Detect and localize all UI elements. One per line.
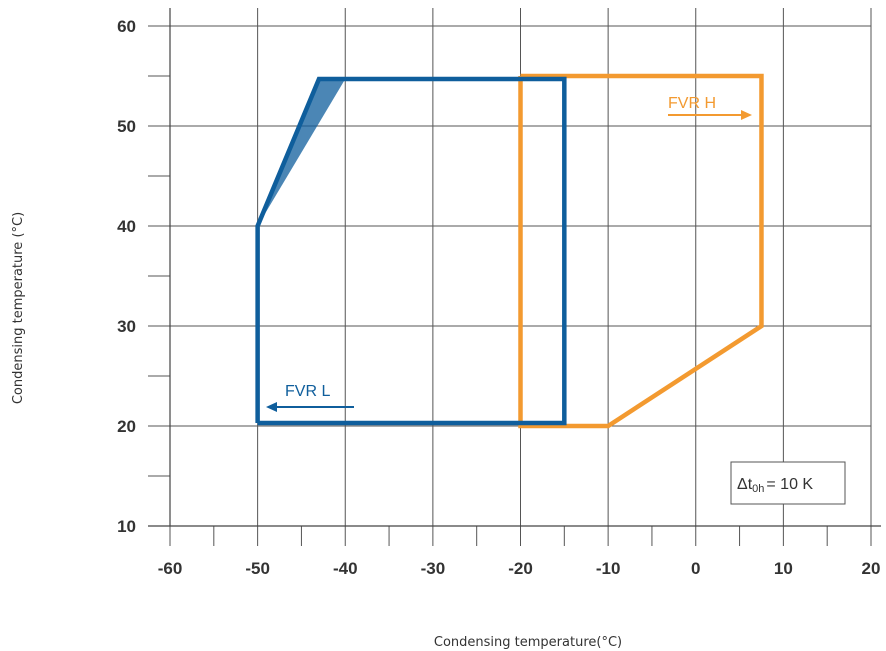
y-tick-label: 60 (117, 17, 136, 36)
series-fvr-h-envelope (518, 73, 764, 429)
x-tick-label: 0 (691, 559, 700, 578)
y-axis-title: Condensing temperature (°C) (11, 212, 26, 404)
x-tick-label: 10 (774, 559, 793, 578)
y-tick-label: 30 (117, 317, 136, 336)
fvr-l-arrow-head (266, 402, 277, 412)
x-tick-label: -20 (508, 559, 533, 578)
x-tick-label: -30 (421, 559, 446, 578)
x-tick-label: -50 (245, 559, 270, 578)
delta-annotation-text: Δt0h = 10 K (737, 476, 813, 495)
series-label-fvr-h: FVR H (668, 95, 716, 112)
series-label-fvr-l: FVR L (285, 383, 330, 400)
x-tick-label: -10 (596, 559, 621, 578)
x-axis-title: Condensing temperature(°C) (434, 635, 622, 650)
series-layer (255, 73, 764, 429)
x-tick-label: 20 (862, 559, 881, 578)
series-fvr-l-envelope (255, 76, 567, 426)
axes (148, 8, 881, 546)
delta-suffix: = 10 K (766, 476, 813, 493)
delta-prefix: Δt (737, 476, 753, 493)
delta-subscript: 0h (752, 483, 764, 495)
y-tick-label: 40 (117, 217, 136, 236)
x-tick-label: -60 (158, 559, 183, 578)
x-tick-label: -40 (333, 559, 358, 578)
grid (148, 8, 872, 526)
tick-labels: -60 -50 -40 -30 -20 -10 0 10 20 10 20 30 40 50 60 (117, 17, 880, 578)
y-tick-label: 20 (117, 417, 136, 436)
fvr-h-arrow-head (741, 110, 752, 120)
y-tick-label: 50 (117, 117, 136, 136)
delta-annotation-box: Δt0h = 10 K (730, 461, 846, 505)
y-tick-label: 10 (117, 517, 136, 536)
series-fvr-l-shaded-area (257, 79, 346, 226)
